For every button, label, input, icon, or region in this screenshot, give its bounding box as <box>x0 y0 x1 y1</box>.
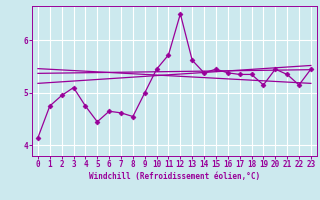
X-axis label: Windchill (Refroidissement éolien,°C): Windchill (Refroidissement éolien,°C) <box>89 172 260 181</box>
